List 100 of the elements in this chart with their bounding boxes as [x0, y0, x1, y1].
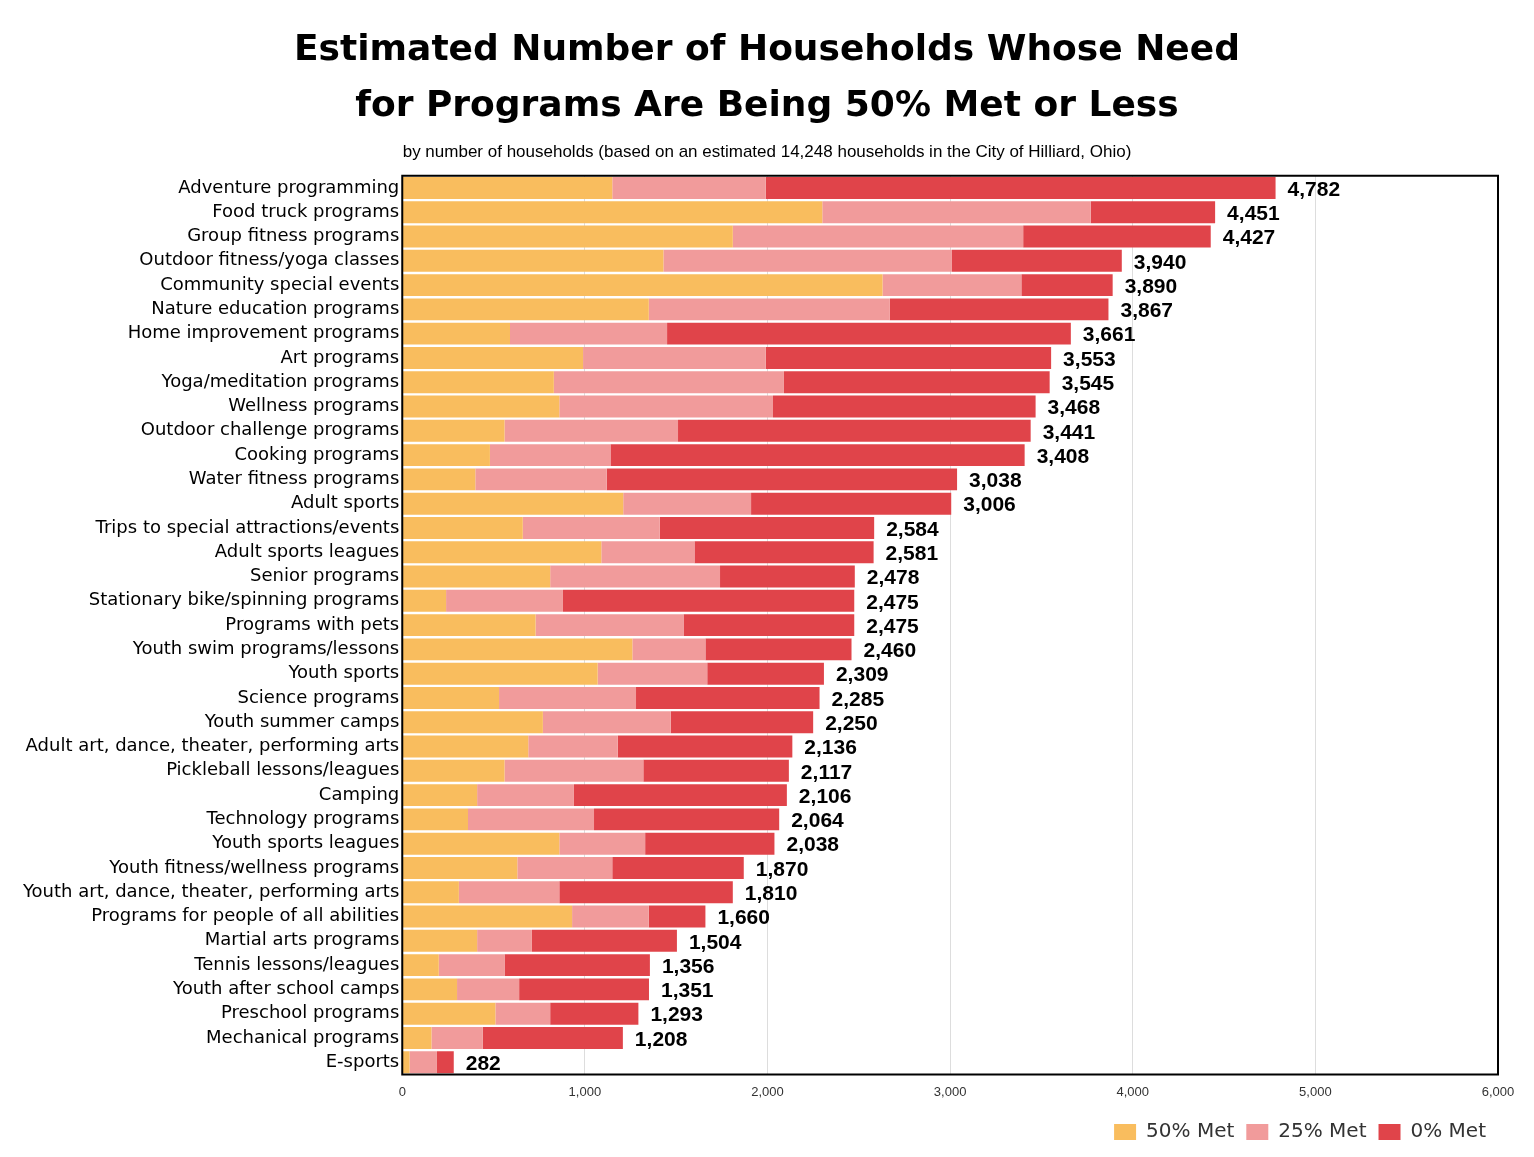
x-tick-label: 1,000	[568, 1083, 602, 1099]
bar	[402, 1027, 432, 1049]
bar	[822, 201, 1091, 224]
bar	[402, 905, 573, 928]
bar	[504, 954, 650, 977]
bar	[402, 395, 560, 418]
x-tick-label: 3,000	[933, 1083, 967, 1099]
bar	[402, 954, 439, 977]
bar	[402, 541, 602, 564]
bar	[559, 881, 733, 904]
bar	[402, 857, 518, 879]
total-label: 3,890	[1124, 273, 1178, 297]
bar	[402, 346, 584, 369]
bar	[707, 662, 824, 685]
bar	[489, 444, 611, 467]
bar	[751, 492, 952, 515]
x-tick-label: 2,000	[751, 1083, 784, 1099]
total-label: 2,064	[791, 808, 845, 832]
y-tick-label: Programs with pets	[225, 612, 400, 634]
bar	[765, 346, 1052, 369]
bar	[1090, 201, 1216, 224]
bar	[475, 468, 607, 491]
total-label: 3,661	[1082, 322, 1136, 346]
bar	[457, 978, 520, 1001]
bar	[670, 711, 814, 734]
bar	[663, 249, 952, 272]
bar	[667, 322, 1071, 345]
bar	[783, 371, 1050, 394]
bar	[519, 978, 649, 1001]
total-label: 2,250	[825, 711, 878, 735]
y-tick-label: Adventure programming	[178, 175, 400, 197]
total-label: 3,408	[1036, 443, 1090, 467]
total-label: 2,581	[885, 541, 939, 565]
bar	[522, 517, 660, 539]
y-tick-label: Adult sports leagues	[214, 539, 400, 561]
y-tick-label: Technology programs	[205, 807, 400, 829]
x-tick-label: 0	[398, 1083, 406, 1099]
bar	[402, 832, 560, 855]
bar	[772, 395, 1036, 418]
bar	[402, 565, 551, 588]
bar	[402, 759, 505, 782]
y-tick-label: Youth fitness/wellness programs	[108, 855, 400, 877]
total-label: 1,810	[744, 881, 798, 905]
bar	[402, 298, 649, 321]
total-label: 3,038	[969, 468, 1022, 492]
bar	[402, 808, 468, 831]
total-label: 2,584	[886, 516, 940, 540]
bar	[402, 638, 633, 661]
bar	[402, 784, 478, 807]
legend-label: 50% Met	[1146, 1118, 1235, 1143]
total-label: 2,460	[863, 638, 917, 662]
y-tick-label: Stationary bike/spinning programs	[88, 588, 400, 610]
bar	[495, 1002, 551, 1025]
bar	[583, 346, 766, 369]
y-tick-label: Martial arts programs	[204, 928, 400, 950]
bar	[402, 201, 823, 224]
total-label: 1,660	[717, 905, 770, 929]
bar	[612, 857, 744, 879]
chart-subtitle: by number of households (based on an estimated 14,248 households in the City of Hilliard, Ohio)	[401, 142, 1133, 162]
bar	[632, 638, 706, 661]
bar	[402, 517, 523, 539]
bar	[951, 249, 1122, 272]
y-tick-label: Community special events	[160, 272, 400, 294]
y-tick-label: Mechanical programs	[206, 1025, 400, 1047]
total-label: 1,356	[661, 953, 715, 977]
total-label: 1,351	[660, 978, 714, 1002]
bar	[623, 492, 752, 515]
y-tick-label: Preschool programs	[220, 1001, 400, 1023]
y-tick-label: Art programs	[280, 345, 400, 367]
bar	[402, 225, 733, 248]
bar	[402, 929, 478, 952]
bar	[477, 784, 574, 807]
bar	[499, 687, 637, 709]
y-tick-label: Nature education programs	[151, 297, 400, 319]
y-tick-label: Trips to special attractions/events	[94, 515, 400, 537]
bar	[402, 371, 554, 394]
bar	[550, 565, 721, 588]
y-tick-label: Cooking programs	[234, 442, 400, 464]
total-label: 3,940	[1133, 249, 1187, 273]
bar	[531, 929, 677, 952]
total-label: 3,867	[1120, 298, 1174, 322]
bar	[643, 759, 789, 782]
bar	[562, 589, 855, 612]
bar	[431, 1027, 483, 1049]
y-tick-label: Water fitness programs	[188, 467, 400, 489]
total-label: 2,285	[831, 686, 885, 710]
total-label: 4,782	[1287, 176, 1341, 200]
y-tick-label: E-sports	[325, 1049, 400, 1071]
y-tick-label: Youth art, dance, theater, performing arts	[21, 879, 400, 901]
bar	[606, 468, 958, 491]
bar	[402, 1051, 410, 1074]
y-tick-label: Yoga/meditation programs	[160, 369, 400, 391]
bar	[648, 298, 890, 321]
y-tick-label: Adult sports	[290, 491, 400, 513]
y-tick-label: Senior programs	[249, 564, 400, 586]
bar	[550, 1002, 639, 1025]
total-label: 2,475	[866, 589, 920, 613]
y-tick-label: Outdoor fitness/yoga classes	[139, 248, 400, 270]
total-label: 1,504	[688, 929, 742, 953]
y-tick-label: Group fitness programs	[187, 224, 400, 246]
